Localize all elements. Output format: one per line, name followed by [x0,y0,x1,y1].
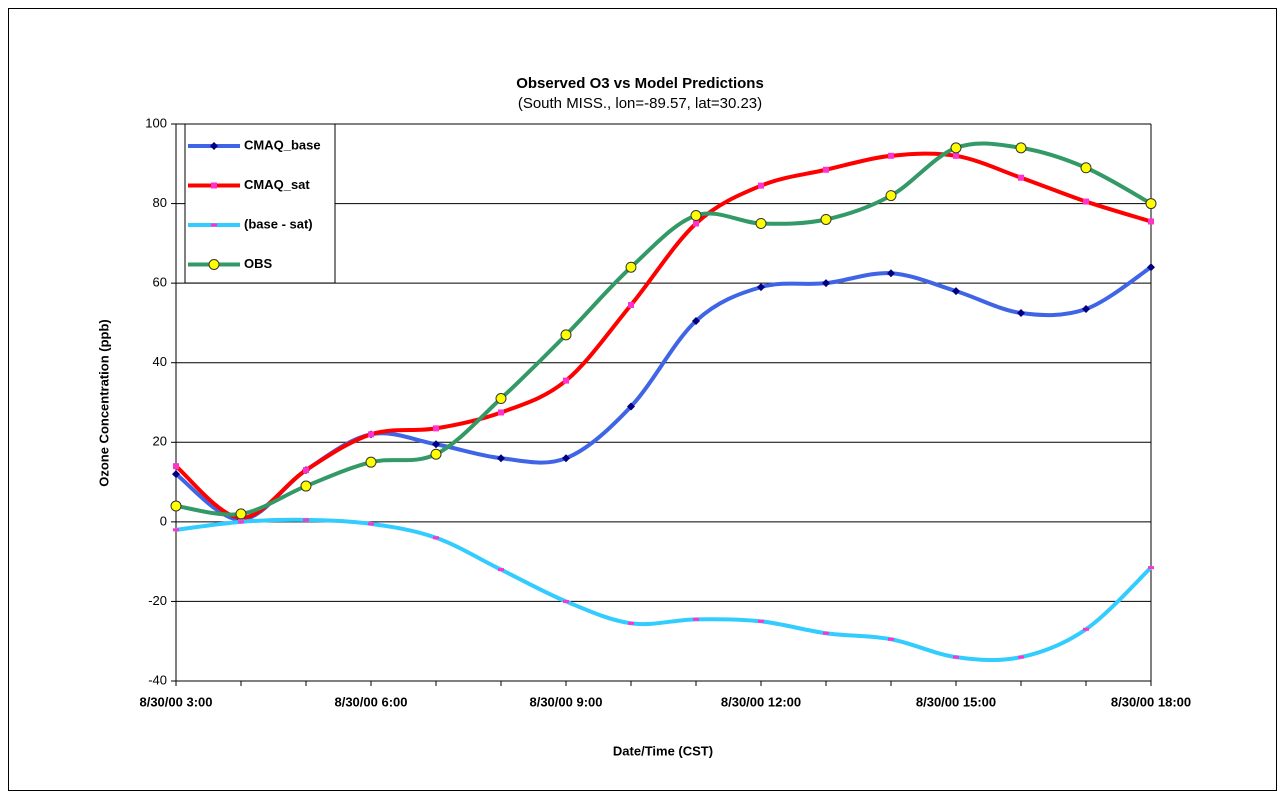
marker [953,152,959,159]
marker [1080,162,1092,174]
marker [625,261,637,273]
series-line [174,151,1152,520]
y-tick-label: 100 [145,115,167,130]
x-tick-label: 8/30/00 18:00 [1111,694,1191,709]
marker [887,269,895,278]
marker [758,619,764,623]
marker [235,508,247,520]
marker [238,520,244,524]
marker [757,283,765,292]
y-tick-label: -40 [148,672,167,687]
marker [173,463,179,470]
marker [1148,218,1154,225]
legend-label: CMAQ_sat [244,177,310,192]
series-line [175,141,1152,517]
legend-label: OBS [244,256,273,271]
y-tick-label: 80 [153,195,167,210]
plot-area [176,124,1151,681]
marker [1018,174,1024,181]
marker [1018,655,1024,659]
marker [433,536,439,540]
x-axis-label: Date/Time (CST) [613,743,713,758]
marker [823,166,829,173]
marker [210,142,218,150]
marker [365,456,377,468]
marker [628,302,634,309]
marker [950,142,962,154]
marker [1147,263,1155,272]
marker [1015,142,1027,154]
marker [170,500,182,512]
marker [1082,305,1090,314]
marker [498,409,504,416]
marker [693,220,699,227]
y-tick-label: -20 [148,593,167,608]
marker [755,217,767,229]
marker [888,637,894,641]
marker [953,655,959,659]
marker [758,182,764,189]
marker [693,617,699,621]
series-line [175,517,1153,663]
marker [820,213,832,225]
marker [1083,198,1089,205]
marker [563,377,569,384]
marker [368,522,374,526]
chart-title: Observed O3 vs Model Predictions [516,75,764,92]
marker [173,528,179,532]
marker [690,210,702,222]
x-tick-label: 8/30/00 3:00 [139,694,212,709]
y-tick-label: 20 [153,434,167,449]
marker [885,190,897,202]
marker [432,440,440,449]
marker [498,568,504,572]
marker [368,431,374,438]
marker [1017,308,1025,317]
marker [208,259,220,270]
y-axis-label: Ozone Concentration (ppb) [96,319,111,487]
marker [1148,566,1154,570]
x-tick-label: 8/30/00 12:00 [721,694,801,709]
chart-subtitle: (South MISS., lon=-89.57, lat=30.23) [518,95,762,112]
marker [627,402,635,411]
marker [300,480,312,492]
marker [822,279,830,288]
legend-label: CMAQ_base [244,137,321,152]
marker [888,152,894,159]
marker [562,454,570,463]
y-tick-label: 60 [153,275,167,290]
marker [1145,198,1157,210]
x-tick-label: 8/30/00 6:00 [334,694,407,709]
marker [211,182,217,189]
marker [430,448,442,460]
marker [1083,627,1089,631]
marker [823,631,829,635]
marker [692,316,700,325]
marker [560,329,572,341]
marker [628,621,634,625]
legend-box [184,123,336,284]
marker [172,470,180,479]
legend-label: (base - sat) [244,216,313,231]
x-tick-label: 8/30/00 9:00 [529,694,602,709]
marker [497,454,505,463]
marker [495,393,507,405]
marker [563,599,569,603]
marker [303,518,309,522]
y-tick-label: 40 [153,354,167,369]
marker [952,287,960,296]
marker [211,223,217,227]
marker [433,425,439,432]
marker [303,467,309,474]
y-tick-label: 0 [160,513,167,528]
x-tick-label: 8/30/00 15:00 [916,694,996,709]
